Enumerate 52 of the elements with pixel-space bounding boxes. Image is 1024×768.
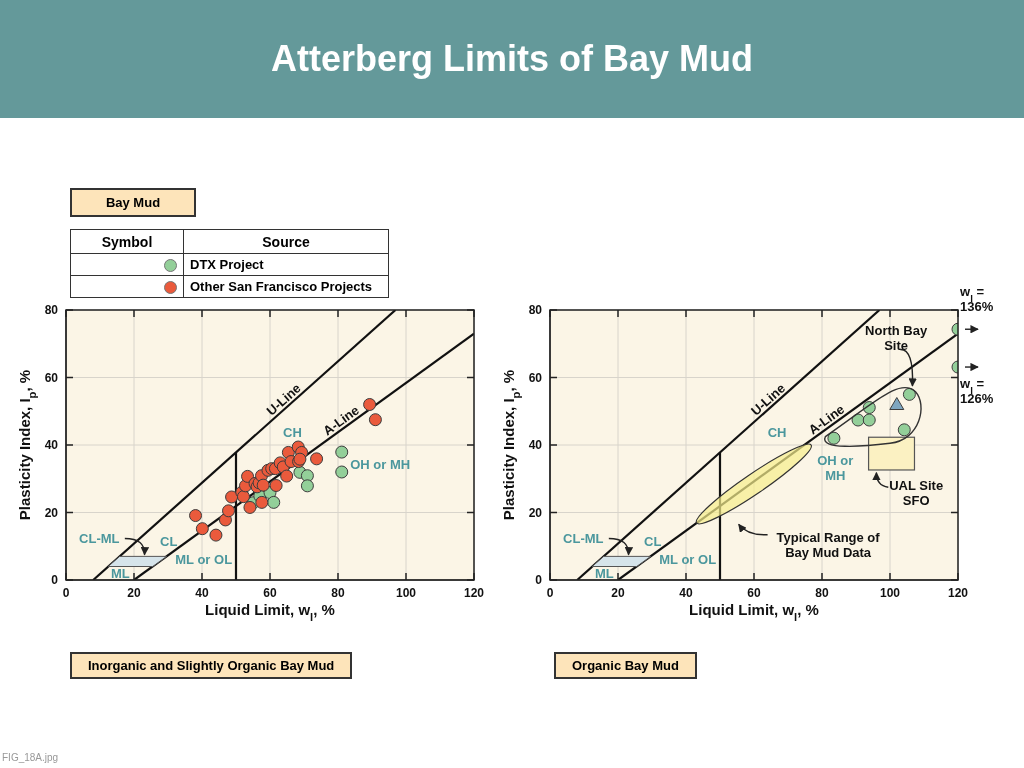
annotation: ML (595, 566, 614, 582)
x-tick-label: 60 (263, 585, 277, 600)
y-tick-label: 20 (44, 505, 59, 520)
x-tick-label: 120 (463, 585, 485, 600)
x-tick-label: 20 (611, 585, 625, 600)
annotation: CL (644, 534, 662, 550)
annotation: CL-ML (563, 531, 604, 547)
x-tick-label: 0 (546, 585, 554, 600)
text: FIG_18A.jpg (2, 752, 59, 763)
annotation: ML or OL (175, 551, 233, 567)
legend-label: Other San Francisco Projects (190, 279, 373, 294)
y-tick-label: 0 (535, 573, 543, 588)
y-tick-label: 0 (51, 573, 59, 588)
x-tick-label: 80 (331, 585, 345, 600)
annotation: CL-ML (79, 531, 120, 547)
annotation: CL (160, 534, 178, 550)
x-tick-label: 40 (195, 585, 209, 600)
x-tick-label: 20 (127, 585, 141, 600)
x-axis-title: Liquid Limit, w$_{l}$, % (689, 601, 819, 623)
y-tick-label: 40 (528, 438, 543, 453)
annotation: OH or MH (817, 453, 854, 484)
x-tick-label: 80 (815, 585, 829, 600)
text: Inorganic and Slightly Organic Bay Mud (88, 658, 335, 673)
text: Source (262, 233, 310, 250)
x-tick-label: 100 (879, 585, 901, 600)
x-tick-label: 100 (395, 585, 417, 600)
annotation: w$_{l}$ = 136% (959, 284, 994, 315)
y-tick-label: 80 (44, 303, 59, 318)
y-tick-label: 60 (528, 370, 543, 385)
x-tick-label: 60 (747, 585, 761, 600)
x-axis-title: Liquid Limit, w$_{l}$, % (205, 601, 335, 623)
y-tick-label: 20 (528, 505, 543, 520)
annotation: CH (283, 425, 302, 441)
annotation: w$_{l}$ = 126% (959, 376, 994, 407)
x-tick-label: 120 (947, 585, 969, 600)
y-tick-label: 80 (528, 303, 543, 318)
legend-title: Bay Mud (105, 195, 161, 210)
chart-title: Atterberg Limits of Bay Mud (270, 38, 754, 80)
annotation: CH (767, 424, 787, 440)
annotation: ML (111, 566, 130, 582)
annotation: ML or OL (659, 551, 717, 567)
annotation: Typical Range of Bay Mud Data (776, 529, 881, 560)
y-tick-label: 60 (44, 370, 59, 385)
annotation: UAL Site SFO (889, 477, 944, 508)
x-tick-label: 0 (62, 585, 70, 600)
legend-label: DTX Project (190, 257, 264, 272)
annotation: North Bay Site (865, 322, 928, 353)
text: Symbol (101, 233, 153, 250)
x-tick-label: 40 (679, 585, 693, 600)
text: Organic Bay Mud (572, 658, 679, 673)
annotation: OH or MH (350, 456, 411, 472)
y-tick-label: 40 (44, 438, 59, 453)
